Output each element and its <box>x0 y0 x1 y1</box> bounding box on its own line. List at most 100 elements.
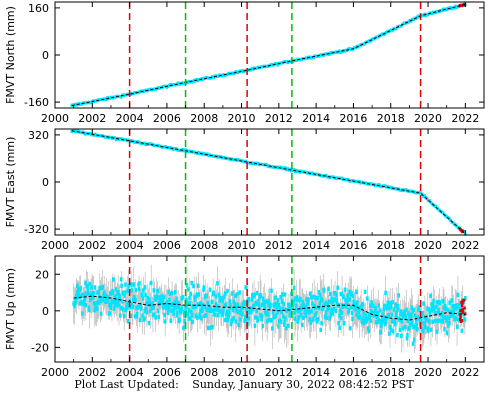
data-point <box>417 306 421 311</box>
data-point <box>307 307 311 312</box>
recent-points <box>459 298 467 323</box>
data-point <box>79 286 82 291</box>
x-tick-label: 2018 <box>377 239 405 252</box>
data-point <box>353 302 356 307</box>
data-point <box>229 321 233 327</box>
data-point <box>217 292 221 297</box>
data-point <box>409 316 413 322</box>
data-point <box>91 295 95 300</box>
data-point <box>428 308 432 313</box>
data-point <box>252 303 255 309</box>
data-point <box>392 319 395 324</box>
data-point <box>133 313 137 319</box>
data-point <box>259 312 262 318</box>
data-point <box>77 287 80 292</box>
data-point <box>119 95 123 99</box>
data-point <box>303 307 307 313</box>
data-point <box>305 306 308 311</box>
data-point <box>76 283 79 289</box>
data-point <box>225 309 229 314</box>
data-point <box>223 317 227 323</box>
data-point <box>304 313 308 318</box>
data-point <box>409 322 412 327</box>
data-point <box>379 329 383 334</box>
data-point <box>239 309 243 314</box>
data-point <box>355 289 358 295</box>
data-point <box>120 306 124 311</box>
data-point <box>420 326 424 331</box>
data-point <box>89 296 93 301</box>
data-point <box>390 312 394 317</box>
data-point <box>240 305 243 310</box>
data-point <box>386 300 390 305</box>
data-point <box>427 326 430 331</box>
data-point <box>94 301 98 306</box>
data-point <box>270 317 274 323</box>
data-point <box>125 301 129 306</box>
data-point <box>234 306 238 311</box>
data-point <box>240 311 244 316</box>
data-point <box>189 291 193 297</box>
x-tick-label: 2002 <box>78 239 106 252</box>
data-point <box>410 320 414 325</box>
data-point <box>86 286 90 291</box>
data-point <box>414 318 418 323</box>
data-point <box>339 315 343 321</box>
data-point <box>82 292 85 298</box>
data-point <box>142 316 146 321</box>
model-fit-line <box>71 3 466 107</box>
data-point <box>435 304 438 309</box>
data-point <box>120 283 123 288</box>
data-point <box>389 300 392 306</box>
data-point <box>355 312 359 317</box>
data-point <box>396 304 400 309</box>
data-point <box>160 293 163 299</box>
x-tick-label: 2006 <box>153 239 181 252</box>
data-point <box>403 312 406 317</box>
data-point <box>84 291 88 296</box>
data-point <box>221 310 225 316</box>
data-point <box>362 311 366 316</box>
data-point <box>197 292 200 297</box>
x-tick-label: 2018 <box>377 366 405 379</box>
data-point <box>443 314 447 320</box>
data-point <box>225 317 228 322</box>
data-point <box>378 319 381 324</box>
data-point <box>162 294 166 300</box>
data-point <box>87 291 90 296</box>
data-point <box>128 304 132 310</box>
data-point <box>391 299 394 305</box>
data-point <box>346 292 350 298</box>
data-point <box>147 300 150 306</box>
data-point <box>273 303 277 308</box>
data-point <box>102 290 106 295</box>
data-point <box>182 325 185 331</box>
data-point <box>134 297 137 303</box>
data-point <box>172 303 176 308</box>
data-point <box>412 324 415 330</box>
data-point <box>282 322 286 327</box>
data-point <box>432 298 435 304</box>
data-point <box>431 319 434 324</box>
data-point <box>195 292 199 297</box>
data-point <box>311 301 314 306</box>
data-point <box>446 307 450 313</box>
data-point <box>416 326 419 332</box>
data-point <box>291 301 295 307</box>
data-point <box>286 323 290 328</box>
data-point <box>196 302 200 307</box>
data-point <box>441 319 444 324</box>
data-point <box>169 302 173 308</box>
data-point <box>139 317 142 323</box>
data-point <box>250 297 254 302</box>
data-point <box>380 319 384 325</box>
recent-point <box>463 306 466 310</box>
data-point <box>395 303 399 309</box>
recent-point <box>462 298 466 302</box>
data-point <box>186 287 190 292</box>
data-point <box>351 293 355 299</box>
x-tick-label: 2022 <box>451 239 479 252</box>
data-point <box>338 325 342 330</box>
data-point <box>444 306 448 311</box>
